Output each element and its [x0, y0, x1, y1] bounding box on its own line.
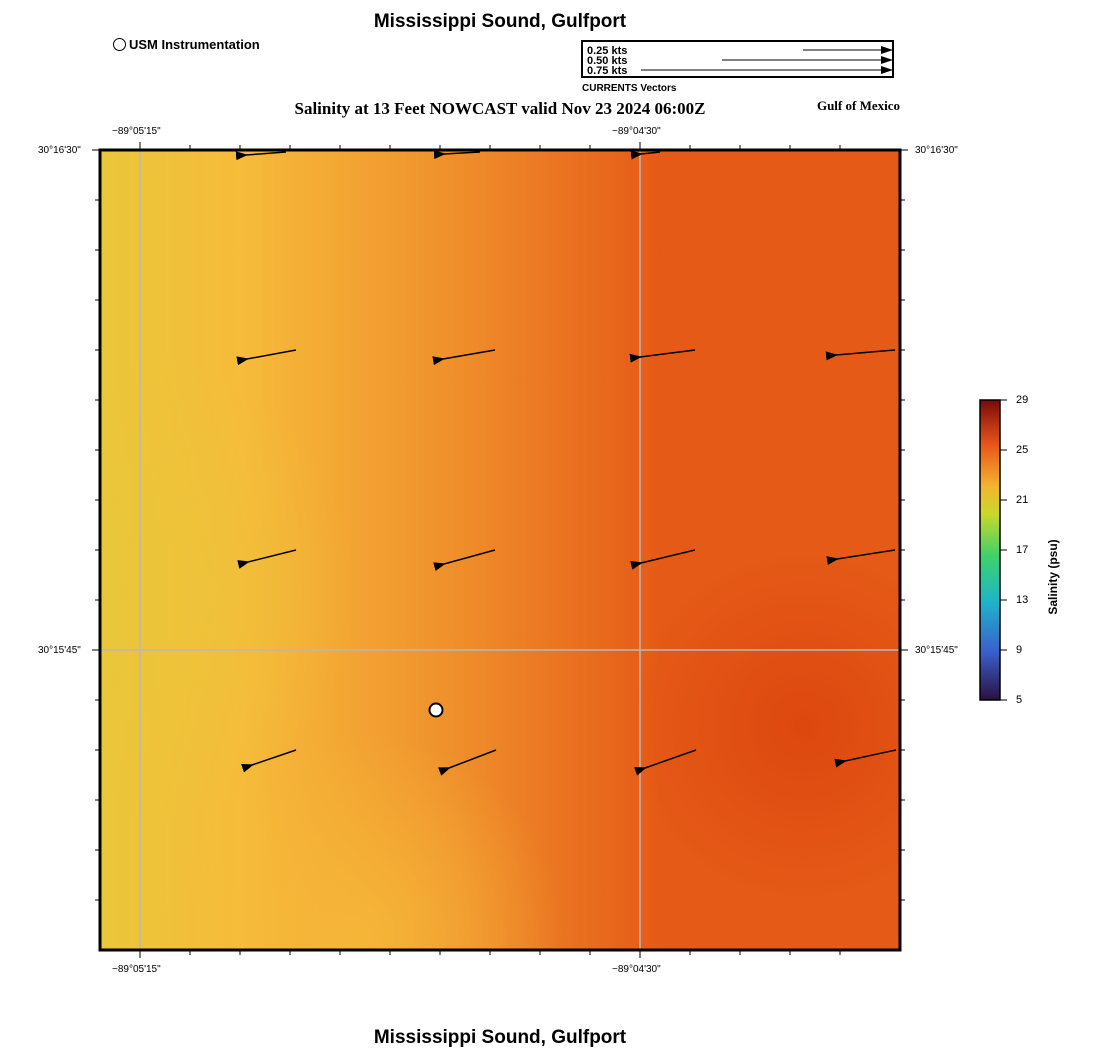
lat-label-right-1: 30°16'30" — [915, 145, 958, 156]
colorbar-tick-label: 21 — [1016, 494, 1029, 506]
current-vector — [834, 749, 897, 768]
current-vector — [433, 150, 481, 160]
colorbar-ticks — [1000, 399, 1007, 701]
lat-label-right-2: 30°15'45" — [915, 645, 958, 656]
vector-caption: CURRENTS Vectors — [582, 83, 677, 94]
current-vector — [630, 549, 696, 570]
salinity-fresh-patch — [100, 150, 900, 950]
vector-scale-label-1: 0.25 kts — [587, 45, 628, 57]
current-vector — [826, 549, 896, 565]
axis-ticks — [92, 142, 908, 958]
current-vector — [433, 549, 496, 571]
map-title: Mississippi Sound, Gulfport — [373, 11, 627, 32]
current-vector — [235, 151, 287, 161]
colorbar-tick-label: 29 — [1016, 394, 1029, 406]
current-vector — [825, 349, 896, 361]
graticule — [100, 150, 900, 950]
vector-scale-label-3: 0.75 kts — [587, 65, 628, 77]
lon-label-top-2: −89°04'30" — [612, 126, 661, 137]
map-subtitle: Salinity at 13 Feet NOWCAST valid Nov 23… — [294, 99, 706, 118]
lon-label-bottom-2: −89°04'30" — [612, 964, 661, 975]
colorbar-tick-label: 17 — [1016, 544, 1029, 556]
colorbar-tick-label: 13 — [1016, 594, 1029, 606]
current-vectors — [235, 150, 897, 776]
colorbar-title-wrap: Salinity (psu) — [1036, 539, 1066, 614]
current-vector — [438, 749, 497, 776]
circle-marker-icon — [113, 38, 126, 51]
lon-label-top-1: −89°05'15" — [112, 126, 161, 137]
colorbar — [979, 399, 1001, 701]
current-vector — [236, 349, 297, 366]
vector-scale-legend: 0.25 kts 0.50 kts 0.75 kts — [581, 40, 894, 78]
lat-label-left-2: 30°15'45" — [38, 645, 81, 656]
current-vector — [241, 749, 297, 773]
current-vector — [432, 349, 496, 366]
vector-scale-label-2: 0.50 kts — [587, 55, 628, 67]
lon-label-bottom-1: −89°05'15" — [112, 964, 161, 975]
colorbar-tick-label: 25 — [1016, 444, 1029, 456]
lat-label-left-1: 30°16'30" — [38, 145, 81, 156]
station-legend: USM Instrumentation — [113, 37, 260, 52]
colorbar-tick-label: 5 — [1016, 694, 1023, 706]
colorbar-title: Salinity (psu) — [1046, 539, 1060, 615]
current-vector — [237, 549, 297, 569]
usm-station-marker — [428, 702, 444, 718]
colorbar-tick-label: 9 — [1016, 644, 1023, 656]
station-legend-label: USM Instrumentation — [129, 37, 260, 52]
footer-title: Mississippi Sound, Gulfport — [373, 1027, 627, 1048]
current-vector — [630, 150, 661, 160]
vector-scale-arrows — [641, 46, 893, 74]
current-vector — [634, 749, 697, 776]
region-label: Gulf of Mexico — [816, 98, 900, 113]
current-vector — [629, 349, 696, 363]
